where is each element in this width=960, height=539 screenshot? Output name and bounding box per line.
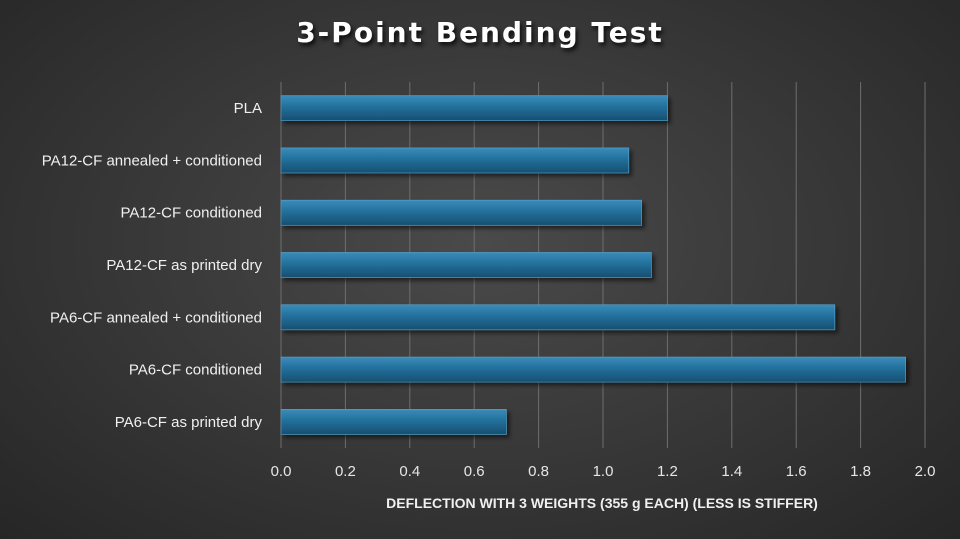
category-label: PA12-CF as printed dry [106, 257, 262, 274]
x-tick-label: 1.4 [721, 463, 742, 480]
category-labels: PLA PA12-CF annealed + conditioned PA12-CF… [42, 100, 263, 431]
x-tick-label: 0.2 [335, 463, 356, 480]
x-tick-label: 0.4 [399, 463, 420, 480]
x-tick-labels: 0.0 0.2 0.4 0.6 0.8 1.0 1.2 1.4 1.6 1.8 2.0 [271, 463, 936, 480]
category-label: PA12-CF conditioned [121, 205, 262, 222]
x-tick-label: 1.2 [657, 463, 678, 480]
bar [280, 147, 630, 174]
bar [280, 95, 668, 121]
bar [280, 356, 906, 383]
bar [280, 199, 642, 226]
bar [280, 304, 836, 331]
bar [280, 409, 507, 435]
category-label: PA6-CF annealed + conditioned [50, 309, 262, 326]
category-label: PA6-CF conditioned [129, 362, 262, 379]
x-tick-label: 1.0 [593, 463, 614, 480]
chart-title: 3-Point Bending Test [296, 16, 664, 49]
x-tick-label: 1.8 [850, 463, 871, 480]
bar [280, 252, 652, 278]
x-tick-label: 2.0 [915, 463, 936, 480]
x-tick-label: 0.8 [528, 463, 549, 480]
bars [280, 95, 906, 435]
x-tick-label: 0.6 [464, 463, 485, 480]
x-tick-label: 1.6 [786, 463, 807, 480]
x-tick-label: 0.0 [271, 463, 292, 480]
category-label: PA6-CF as printed dry [115, 414, 263, 431]
category-label: PA12-CF annealed + conditioned [42, 152, 262, 169]
x-axis-title: DEFLECTION WITH 3 WEIGHTS (355 g EACH) (… [386, 495, 818, 511]
category-label: PLA [234, 100, 262, 117]
